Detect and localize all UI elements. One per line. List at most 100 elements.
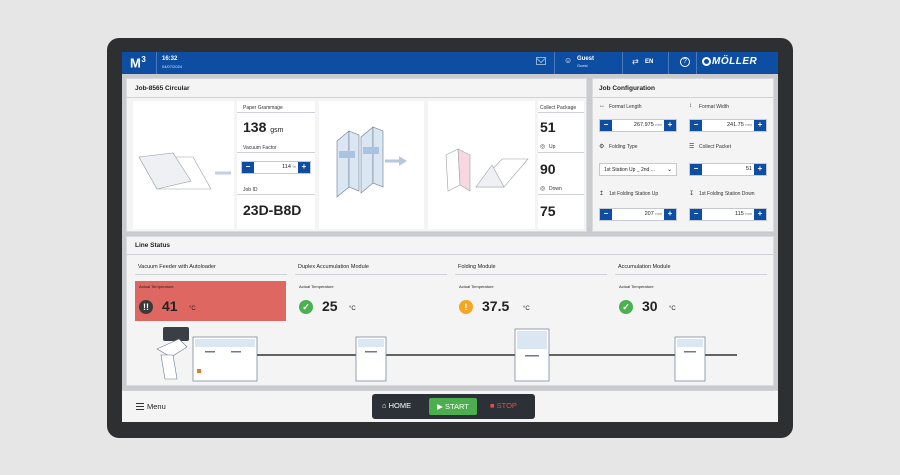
decrement-button[interactable]: − <box>600 120 612 131</box>
arrow-up-icon: ◎ <box>540 144 546 150</box>
temperature-value: 41 <box>162 298 178 314</box>
divider <box>538 194 584 195</box>
check-icon: ✓ <box>299 300 313 314</box>
counters-column: Collect Package 51 ◎ Up 90 ◎ Down 75 <box>538 101 584 229</box>
temperature-unit: °C <box>669 306 676 312</box>
mail-icon[interactable] <box>536 57 546 65</box>
job-id-label: Job ID <box>243 187 258 193</box>
folding-station-up-value[interactable]: 207 mm <box>644 211 662 217</box>
divider <box>668 52 669 74</box>
up-label: Up <box>549 144 556 150</box>
vacuum-factor-label: Vacuum Factor <box>243 145 277 151</box>
folding-type-value: 1st Station Up _ 2nd ... <box>604 167 655 173</box>
collect-packet-stepper[interactable]: − 51 + <box>689 163 767 176</box>
divider <box>615 274 767 275</box>
decrement-button[interactable]: − <box>242 162 254 173</box>
stop-icon: ■ <box>490 401 495 410</box>
collect-packet-icon: ☰ <box>689 144 695 150</box>
vacuum-factor-value[interactable]: 114 % <box>282 164 296 170</box>
brand-name: MÖLLER <box>712 56 758 67</box>
decrement-button[interactable]: − <box>690 164 702 175</box>
temperature-label: Actual Temperature <box>619 284 654 289</box>
divider <box>127 254 775 255</box>
divider <box>696 52 697 74</box>
temperature-card[interactable]: Actual Temperature ✓ 30 °C <box>615 281 766 321</box>
user-name[interactable]: Guest <box>577 56 595 62</box>
job-title: Job-8565 Circular <box>135 85 190 92</box>
increment-button[interactable]: + <box>298 162 310 173</box>
home-button[interactable]: ⌂ HOME <box>382 401 412 410</box>
folding-type-label: Folding Type <box>609 144 638 150</box>
collect-packet-label: Collect Packet <box>699 144 731 150</box>
paper-illustration-area <box>133 101 234 229</box>
divider <box>455 274 607 275</box>
increment-button[interactable]: + <box>664 120 676 131</box>
folding-station-up-stepper[interactable]: − 207 mm + <box>599 208 677 221</box>
stop-button[interactable]: ■ STOP <box>490 401 517 410</box>
temperature-value: 30 <box>642 298 658 314</box>
menu-icon[interactable] <box>136 403 144 410</box>
divider <box>156 52 157 74</box>
language-icon[interactable]: ⇄ <box>632 57 639 66</box>
format-length-value[interactable]: 267.975 mm <box>633 122 662 128</box>
clock-time: 16:32 <box>162 56 178 62</box>
divider <box>554 52 555 74</box>
divider <box>538 152 584 153</box>
menu-button[interactable]: Menu <box>147 402 166 411</box>
decrement-button[interactable]: − <box>690 120 702 131</box>
paper-grammage-label: Paper Grammage <box>243 105 283 111</box>
machine-control-bar: ⌂ HOME ▶ START ■ STOP <box>372 394 535 419</box>
format-length-stepper[interactable]: − 267.975 mm + <box>599 119 677 132</box>
increment-button[interactable]: + <box>754 164 766 175</box>
down-label: Down <box>549 186 562 192</box>
paper-grammage-value: 138 gsm <box>243 119 284 135</box>
folding-station-down-stepper[interactable]: − 115 mm + <box>689 208 767 221</box>
station-up-icon: ↥ <box>599 191 605 197</box>
increment-button[interactable]: + <box>664 209 676 220</box>
divider <box>237 194 315 195</box>
check-icon: ✓ <box>619 300 633 314</box>
temperature-label: Actual Temperature <box>459 284 494 289</box>
chevron-down-icon: ⌄ <box>666 167 672 173</box>
warning-icon: ! <box>459 300 473 314</box>
collect-package-value: 51 <box>540 119 556 135</box>
folded-output-area <box>428 101 535 229</box>
collect-packet-value[interactable]: 51 <box>745 166 752 172</box>
format-width-stepper[interactable]: − 241.75 mm + <box>689 119 767 132</box>
language-selector[interactable]: EN <box>645 59 654 65</box>
increment-button[interactable]: + <box>754 209 766 220</box>
job-configuration-title: Job Configuration <box>599 85 655 92</box>
divider <box>593 97 775 98</box>
format-length-icon: ↔ <box>599 103 605 109</box>
decrement-button[interactable]: − <box>600 209 612 220</box>
format-width-label: Format Width <box>699 104 730 110</box>
temperature-card-alarm[interactable]: Actual Temperature !! 41 °C <box>135 281 286 321</box>
module-name: Accumulation Module <box>618 264 671 270</box>
brand-logo-icon <box>702 57 711 66</box>
app-logo: M3 <box>130 55 147 71</box>
start-button[interactable]: ▶ START <box>429 398 477 415</box>
divider <box>237 112 315 113</box>
user-icon[interactable]: ☺ <box>564 56 573 65</box>
folding-station-down-label: 1st Folding Station Down <box>699 191 755 197</box>
divider <box>237 152 315 153</box>
temperature-label: Actual Temperature <box>299 284 334 289</box>
module-name: Vacuum Feeder with Autoloader <box>138 264 216 270</box>
divider <box>295 274 447 275</box>
folding-module-machine <box>514 328 550 382</box>
job-panel: Job-8565 Circular Paper Grammage 138 gsm… <box>126 78 588 232</box>
temperature-unit: °C <box>349 306 356 312</box>
format-width-value[interactable]: 241.75 mm <box>726 122 752 128</box>
temperature-card[interactable]: Actual Temperature ✓ 25 °C <box>295 281 446 321</box>
increment-button[interactable]: + <box>754 120 766 131</box>
temperature-value: 37.5 <box>482 298 510 314</box>
temperature-card[interactable]: Actual Temperature ! 37.5 °C <box>455 281 606 321</box>
folding-station-down-value[interactable]: 115 mm <box>735 211 752 217</box>
folding-type-select[interactable]: 1st Station Up _ 2nd ... ⌄ <box>599 163 677 176</box>
format-length-label: Format Length <box>609 104 642 110</box>
divider <box>538 112 584 113</box>
vacuum-factor-stepper[interactable]: − 114 % + <box>241 161 311 174</box>
help-icon[interactable]: ? <box>680 57 690 67</box>
decrement-button[interactable]: − <box>690 209 702 220</box>
format-width-icon: ↕ <box>689 103 692 109</box>
